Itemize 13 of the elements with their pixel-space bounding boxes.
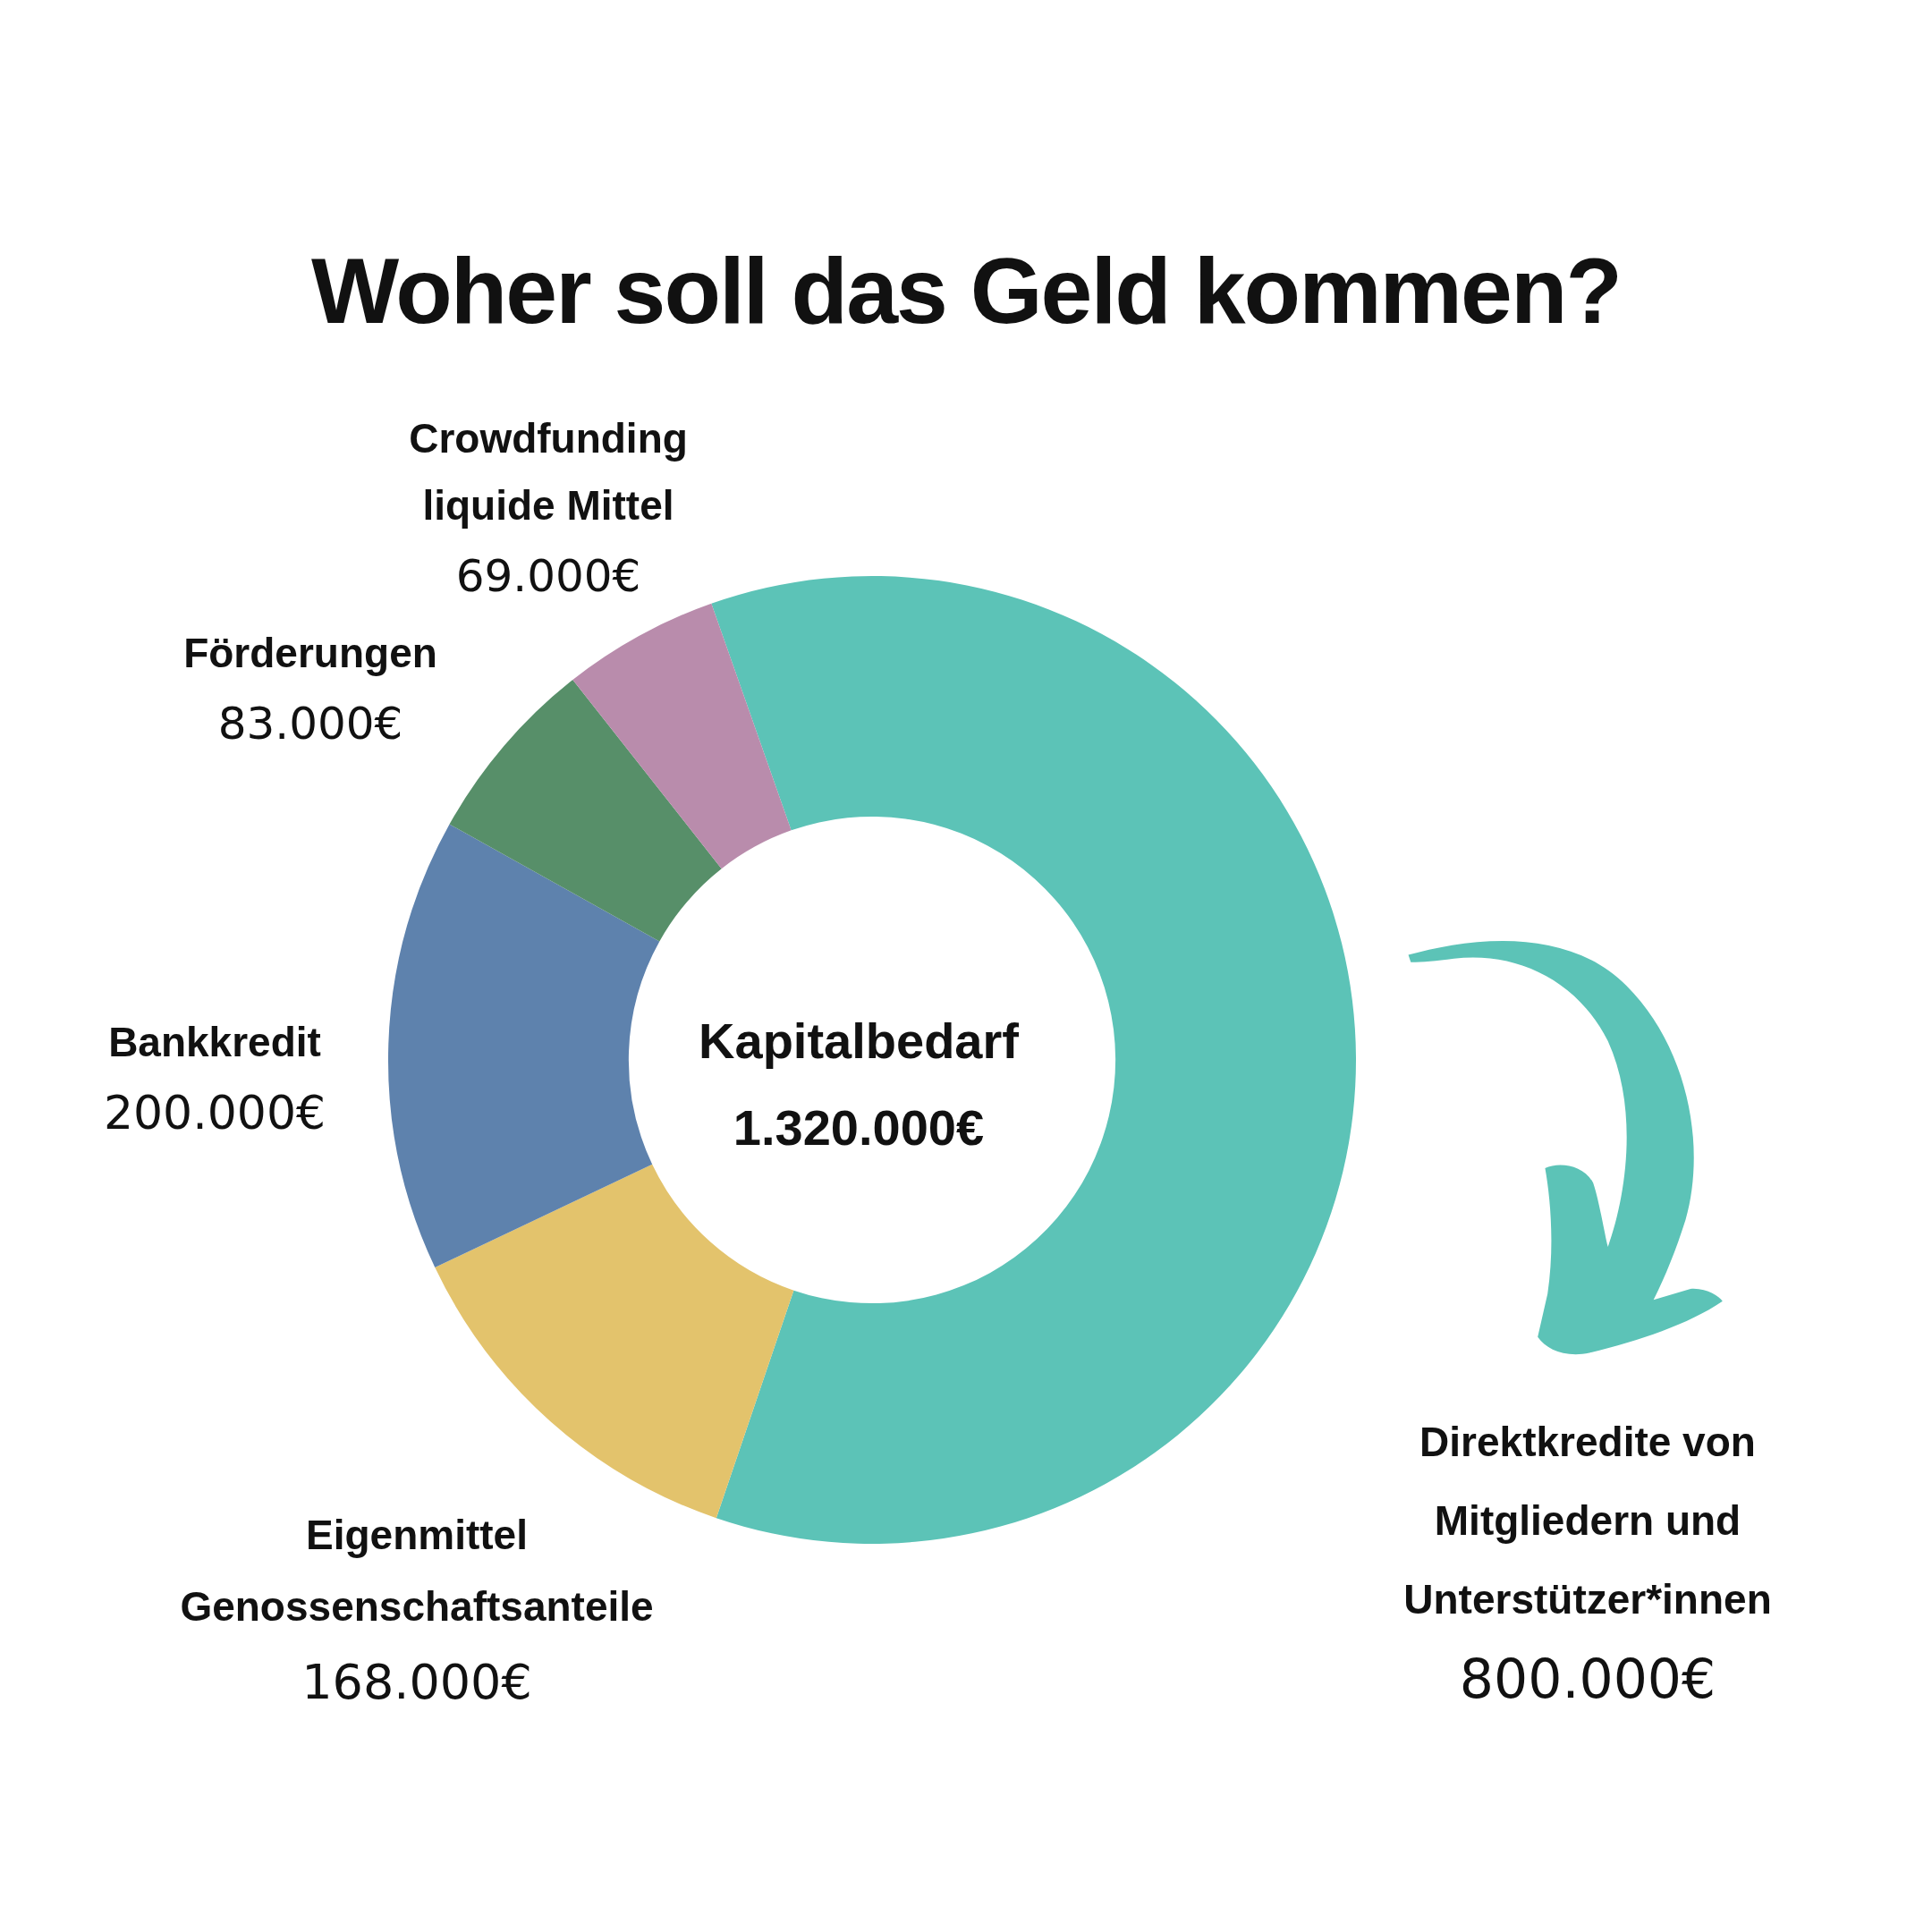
slice-label: Crowdfunding liquide Mittel (409, 414, 688, 529)
chart-title: Woher soll das Geld kommen? (310, 238, 1622, 344)
data-label: 69.000€ (455, 549, 641, 602)
text: Kapitalbedarf (699, 1013, 1020, 1070)
data-label: 800.000€ (1459, 1647, 1716, 1710)
slice-label: Bankkredit (108, 1018, 321, 1065)
data-label: 200.000€ (103, 1085, 326, 1140)
slice-label: Direktkredite von Mitgliedern und Unterstützer*innen (1403, 1418, 1772, 1623)
slice-label: Förderungen (183, 629, 437, 676)
text: 1.320.000€ (733, 1099, 985, 1157)
slice-label: Eigenmittel Genossenschaftsanteile (180, 1511, 654, 1630)
data-label: 83.000€ (217, 697, 403, 750)
data-label: 168.000€ (301, 1654, 532, 1711)
